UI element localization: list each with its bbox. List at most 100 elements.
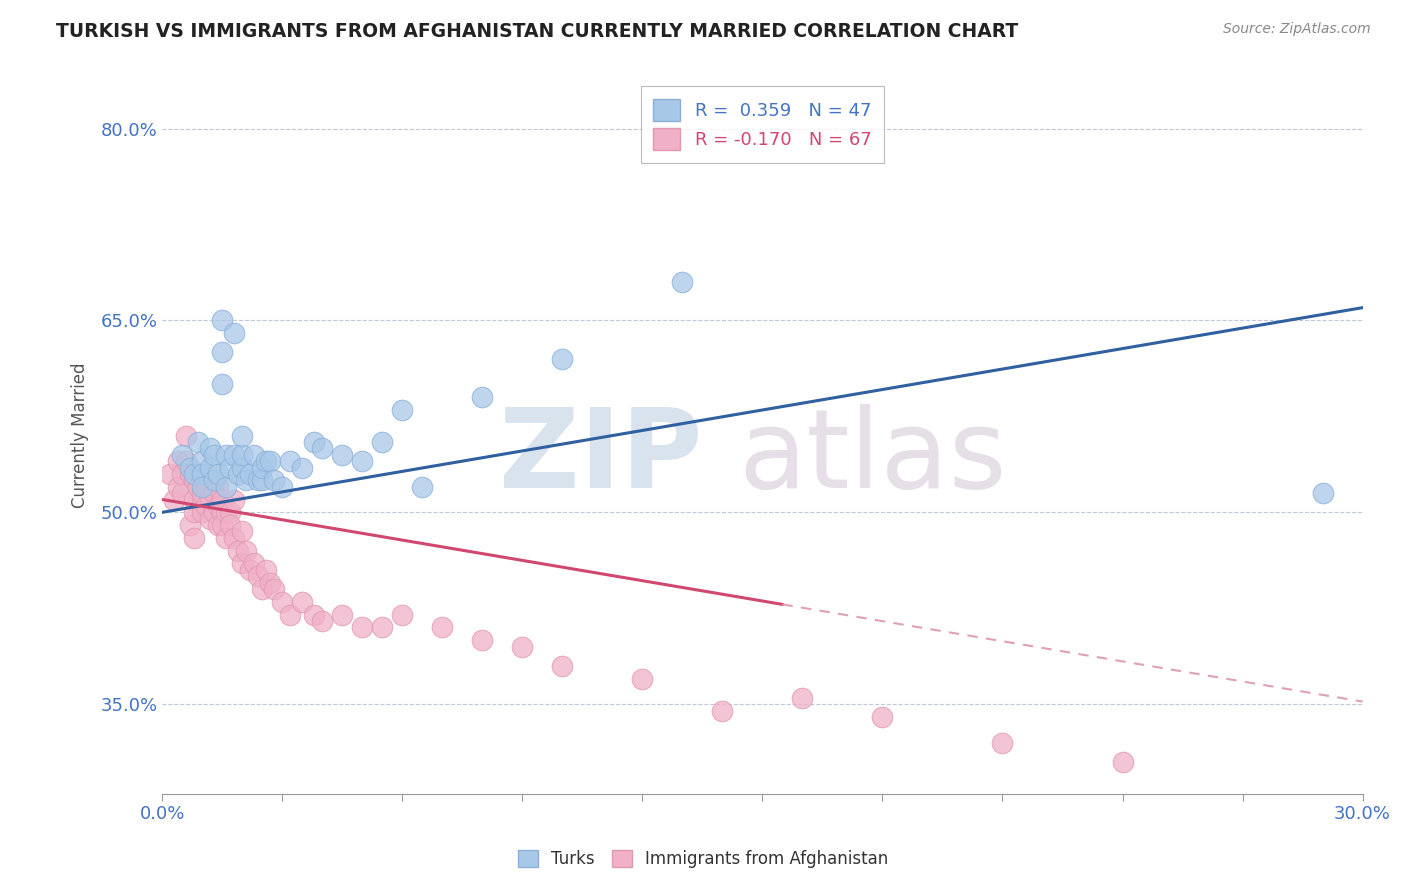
Point [259, 454, 281, 468]
Point [228, 467, 250, 481]
Point [167, 480, 190, 494]
Point [247, 569, 270, 583]
Point [183, 505, 205, 519]
Point [371, 620, 394, 634]
Point [872, 710, 894, 724]
Point [202, 448, 225, 462]
Point [228, 543, 250, 558]
Point [219, 518, 242, 533]
Point [207, 518, 229, 533]
Point [224, 448, 246, 462]
Point [176, 454, 198, 468]
Point [352, 454, 374, 468]
Point [252, 473, 274, 487]
Point [224, 492, 246, 507]
Text: TURKISH VS IMMIGRANTS FROM AFGHANISTAN CURRENTLY MARRIED CORRELATION CHART: TURKISH VS IMMIGRANTS FROM AFGHANISTAN C… [56, 22, 1018, 41]
Point [207, 480, 229, 494]
Point [187, 434, 209, 449]
Point [219, 505, 242, 519]
Point [191, 454, 214, 468]
Point [263, 473, 285, 487]
Text: Source: ZipAtlas.com: Source: ZipAtlas.com [1223, 22, 1371, 37]
Point [211, 505, 233, 519]
Point [471, 633, 494, 648]
Point [243, 448, 266, 462]
Point [671, 275, 693, 289]
Point [231, 460, 253, 475]
Point [551, 351, 574, 366]
Point [191, 486, 214, 500]
Text: atlas: atlas [738, 403, 1007, 510]
Point [291, 595, 314, 609]
Point [183, 492, 205, 507]
Point [254, 454, 277, 468]
Point [200, 460, 222, 475]
Point [1312, 486, 1334, 500]
Point [243, 557, 266, 571]
Point [163, 492, 186, 507]
Point [211, 492, 233, 507]
Point [432, 620, 454, 634]
Point [280, 454, 302, 468]
Legend: Turks, Immigrants from Afghanistan: Turks, Immigrants from Afghanistan [512, 843, 894, 875]
Point [235, 543, 257, 558]
Point [263, 582, 285, 596]
Point [411, 480, 433, 494]
Point [239, 563, 262, 577]
Point [183, 467, 205, 481]
Point [191, 499, 214, 513]
Point [202, 505, 225, 519]
Point [711, 704, 734, 718]
Point [191, 467, 214, 481]
Point [231, 428, 253, 442]
Point [191, 480, 214, 494]
Point [311, 442, 333, 456]
Point [551, 658, 574, 673]
Point [254, 563, 277, 577]
Point [215, 448, 238, 462]
Point [280, 607, 302, 622]
Point [1111, 755, 1133, 769]
Point [304, 434, 326, 449]
Text: ZIP: ZIP [499, 403, 703, 510]
Point [183, 473, 205, 487]
Point [172, 486, 194, 500]
Point [311, 614, 333, 628]
Point [391, 403, 413, 417]
Legend: R =  0.359   N = 47, R = -0.170   N = 67: R = 0.359 N = 47, R = -0.170 N = 67 [641, 87, 884, 163]
Point [187, 480, 209, 494]
Point [512, 640, 534, 654]
Point [202, 486, 225, 500]
Point [231, 524, 253, 539]
Point [191, 492, 214, 507]
Point [271, 480, 294, 494]
Point [179, 518, 201, 533]
Point [332, 607, 354, 622]
Point [200, 442, 222, 456]
Point [259, 575, 281, 590]
Point [179, 460, 201, 475]
Point [291, 460, 314, 475]
Point [215, 480, 238, 494]
Point [167, 454, 190, 468]
Point [159, 467, 181, 481]
Point [391, 607, 413, 622]
Point [271, 595, 294, 609]
Point [247, 473, 270, 487]
Point [211, 518, 233, 533]
Point [252, 460, 274, 475]
Point [191, 505, 214, 519]
Point [252, 582, 274, 596]
Point [211, 313, 233, 327]
Point [207, 467, 229, 481]
Point [207, 499, 229, 513]
Point [215, 531, 238, 545]
Point [211, 345, 233, 359]
Point [235, 473, 257, 487]
Point [215, 505, 238, 519]
Point [471, 390, 494, 404]
Point [231, 557, 253, 571]
Point [631, 672, 654, 686]
Point [195, 499, 218, 513]
Point [172, 448, 194, 462]
